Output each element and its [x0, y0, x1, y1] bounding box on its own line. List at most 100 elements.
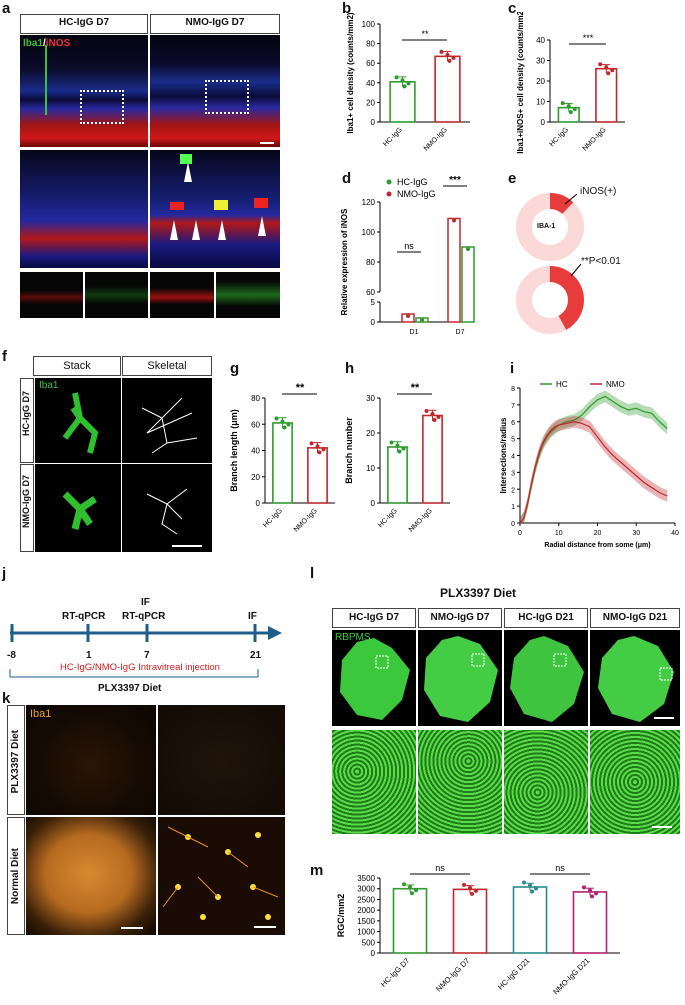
panel-f-row2-box: NMO-IgG D7 — [20, 464, 34, 552]
diet-label: PLX3397 Diet — [98, 683, 162, 694]
arrowhead-icon — [192, 220, 200, 240]
y-tick-label: 0 — [371, 499, 376, 508]
panel-a-channel-green-nmo — [216, 272, 280, 318]
x-tick-label: HC-IgG D7 — [379, 956, 412, 989]
panel-label-m: m — [310, 862, 324, 879]
data-point — [606, 71, 611, 76]
y-axis-label: Branch length (μm) — [229, 409, 239, 492]
panel-f-row1-label: HC-IgG D7 — [21, 391, 31, 436]
data-point — [315, 444, 320, 449]
y-tick-label: 0 — [511, 521, 515, 528]
leader-line — [564, 193, 578, 205]
y-axis-label: RGC/mm2 — [336, 894, 346, 938]
y-tick-label: 2000 — [357, 906, 375, 915]
inos-cell — [254, 198, 268, 208]
panel-a-stain-legend: Iba1/iNOS — [23, 38, 70, 49]
sig-label: *** — [583, 33, 594, 43]
panel-l-zoom-3 — [504, 730, 588, 834]
y-tick-label: 30 — [366, 394, 375, 403]
panel-k-row2-label: Normal Diet — [10, 848, 21, 905]
timeline-arrow-icon — [268, 626, 282, 640]
x-tick-label: NMO-IgG D21 — [551, 956, 591, 996]
y-tick-label: 5 — [511, 437, 515, 444]
y-tick-label: 80 — [251, 394, 260, 403]
panel-label-e: e — [508, 170, 517, 187]
panel-l-header-4: NMO-IgG D21 — [590, 608, 680, 628]
panel-k-normal-wholemount — [26, 817, 156, 935]
panel-k-row1-box: PLX3397 Diet — [7, 705, 25, 815]
data-point — [466, 247, 470, 251]
panel-a-channel-red-nmo — [150, 272, 214, 318]
panel-l-zoom-4 — [590, 730, 680, 834]
legend-label: NMO-IgG — [397, 189, 436, 199]
data-point — [522, 880, 526, 885]
panel-l-wholemount-1: RBPMS — [332, 630, 416, 726]
legend-label: HC-IgG — [397, 177, 428, 187]
panel-k-stain-label: Iba1 — [30, 708, 52, 720]
sig-label: *** — [449, 175, 461, 186]
data-point — [447, 58, 452, 63]
panel-f-row2-label: NMO-IgG D7 — [21, 475, 31, 528]
series-line — [519, 421, 668, 524]
sig-label: ** — [411, 382, 420, 394]
panel-label-h: h — [345, 360, 355, 377]
sig-label: ns — [404, 241, 414, 251]
arrowhead-icon — [258, 216, 266, 236]
bar — [387, 446, 408, 504]
injection-label: HC-IgG/NMO-IgG Intravitreal injection — [60, 662, 220, 673]
panel-a-header-nmo: NMO-IgG D7 — [150, 14, 280, 34]
panel-a-retina-hc — [20, 35, 148, 147]
data-point — [420, 318, 424, 322]
x-tick-label: D1 — [410, 329, 419, 336]
data-point — [400, 78, 405, 83]
y-tick-label: 1 — [511, 504, 515, 511]
legend-label: HC — [556, 380, 568, 389]
bar — [512, 886, 548, 954]
event-label: RT-qPCR — [62, 611, 106, 622]
bar — [392, 887, 428, 954]
y-tick-label: 80 — [366, 258, 375, 267]
x-tick-label: 40 — [671, 530, 679, 537]
event-label: IF — [248, 611, 257, 622]
legend-marker — [386, 191, 392, 197]
colocalized-cell — [214, 200, 228, 210]
y-tick-label: 1500 — [357, 917, 375, 926]
panel-e-pvalue: **P<0.01 — [581, 256, 621, 267]
scale-bar — [121, 927, 143, 929]
panel-l-header-2: NMO-IgG D7 — [418, 608, 502, 628]
data-point — [395, 443, 400, 448]
panel-label-g: g — [230, 360, 240, 377]
data-point — [572, 107, 577, 112]
chart-i: 0 1 2 3 4 5 6 7 8 0 10 20 30 40 HC NMO Radial distance f… — [500, 380, 679, 549]
data-point — [528, 883, 532, 888]
panel-e-rings — [516, 193, 584, 334]
data-point — [410, 891, 414, 896]
panel-l-wholemount-3 — [504, 630, 588, 726]
panel-f-skeletal-nmo — [122, 464, 212, 552]
y-tick-label: 0 — [371, 118, 376, 127]
x-axis-label: Radial distance from some (μm) — [544, 542, 650, 549]
data-point — [582, 885, 586, 890]
bar — [572, 891, 608, 954]
y-tick-label: 3500 — [357, 874, 375, 883]
panel-l-wholemount-2 — [418, 630, 502, 726]
leader-line — [570, 263, 582, 277]
panel-label-f: f — [2, 348, 7, 365]
stain-separator: / — [43, 38, 46, 49]
panel-e-center-label: IBA-1 — [537, 223, 556, 230]
panel-f-stain-label: Iba1 — [39, 380, 59, 391]
inos-label: iNOS — [45, 38, 71, 49]
y-tick-label: 20 — [251, 473, 260, 482]
series-band — [520, 415, 668, 523]
y-tick-label: 40 — [366, 79, 375, 88]
panel-l-wholemount-4 — [590, 630, 680, 726]
y-axis-label: Branch number — [344, 417, 354, 484]
x-tick-label: HC-IgG — [548, 126, 570, 148]
data-point — [430, 412, 435, 416]
sig-label: ns — [435, 866, 445, 873]
panel-label-d: d — [342, 170, 352, 187]
bar — [595, 67, 618, 123]
chart-c: 0 10 20 30 40 HC-IgG NMO-IgG Iba1+iNOS+ cell de… — [516, 12, 625, 154]
panel-label-a: a — [2, 0, 11, 17]
panel-e-legend: iNOS(+) — [580, 186, 617, 197]
